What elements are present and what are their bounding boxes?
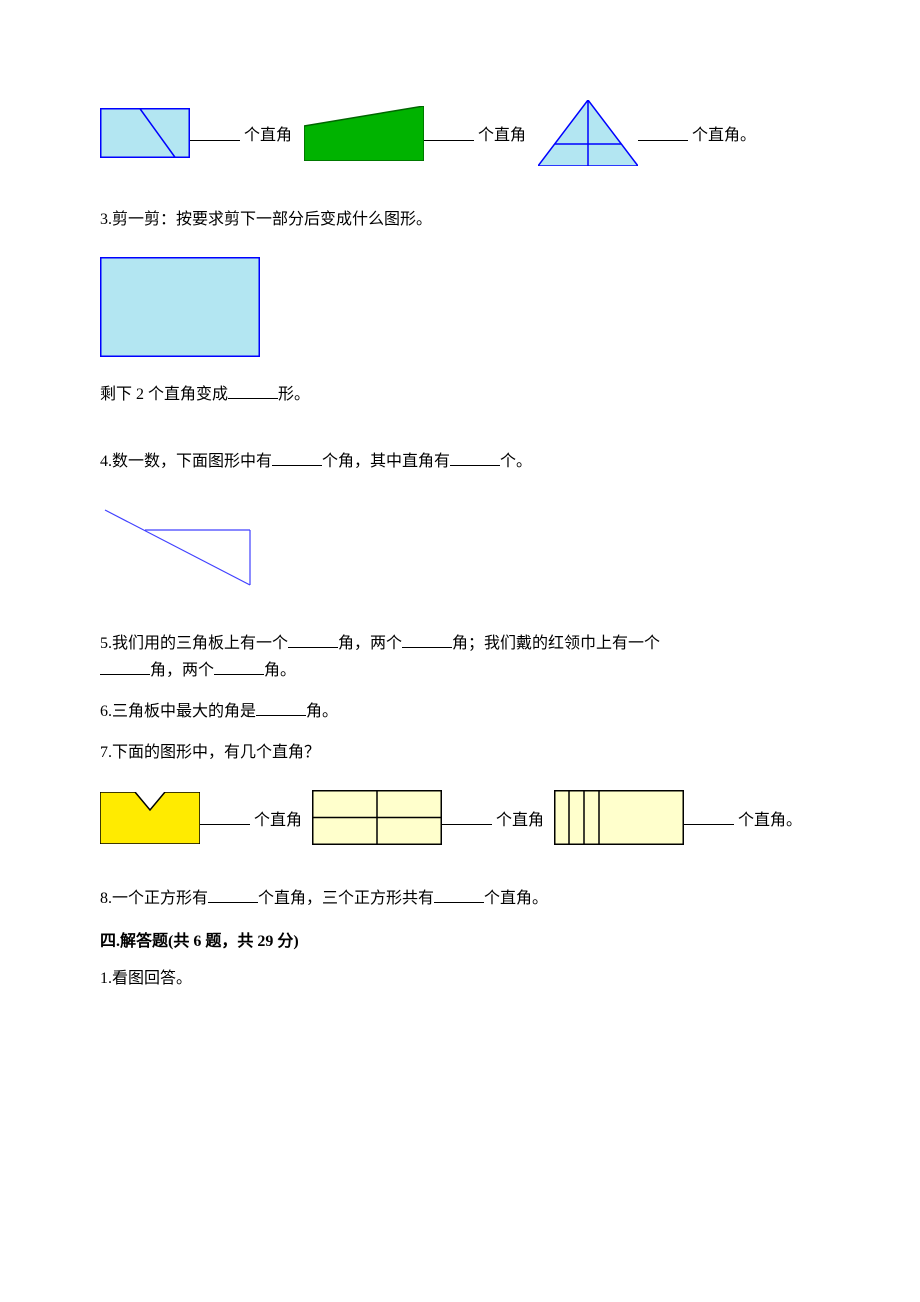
- text: 角；我们戴的红领巾上有一个: [452, 635, 660, 652]
- blank: [200, 810, 250, 825]
- shape-rectangle-with-diagonal: [100, 108, 190, 158]
- blank: [214, 660, 264, 675]
- blank: [208, 888, 258, 903]
- label-right-angle: 个直角: [254, 806, 302, 830]
- text: 角。: [306, 703, 338, 720]
- text: 剩下 2 个直角变成: [100, 386, 228, 403]
- shape-trapezoid: [304, 106, 424, 161]
- q8-line: 8.一个正方形有 个直角，三个正方形共有 个直角。: [100, 885, 820, 912]
- q3-heading: 3.剪一剪：按要求剪下一部分后变成什么图形。: [100, 206, 820, 233]
- q3-line: 剩下 2 个直角变成 形。: [100, 381, 820, 408]
- text: 角。: [264, 662, 296, 679]
- q3-figure: [100, 257, 820, 357]
- label-right-angle: 个直角。: [738, 806, 802, 830]
- q6-line: 6.三角板中最大的角是 角。: [100, 698, 820, 725]
- label-right-angle: 个直角。: [692, 121, 756, 145]
- text: 6.三角板中最大的角是: [100, 703, 256, 720]
- blank: [424, 126, 474, 141]
- shape-rectangle: [100, 257, 260, 357]
- shape-rect-quadrants: [312, 790, 442, 845]
- blank: [684, 810, 734, 825]
- blank: [450, 451, 500, 466]
- text: 4.数一数，下面图形中有: [100, 453, 272, 470]
- s4q1-text: 1.看图回答。: [100, 965, 820, 992]
- label-right-angle: 个直角: [478, 121, 526, 145]
- text: 形。: [278, 386, 310, 403]
- shape-rect-3vlines: [554, 790, 684, 845]
- row-right-angles-2: 个直角 个直角 个直角。: [100, 790, 820, 845]
- text: 个直角，三个正方形共有: [258, 890, 434, 907]
- blank: [402, 633, 452, 648]
- q5-line: 5.我们用的三角板上有一个角，两个角；我们戴的红领巾上有一个 角，两个角。: [100, 630, 820, 684]
- shape-notched-rectangle: [100, 792, 200, 844]
- blank: [190, 126, 240, 141]
- text: 个角，其中直角有: [322, 453, 450, 470]
- text: 角，两个: [338, 635, 402, 652]
- q4-line: 4.数一数，下面图形中有 个角，其中直角有 个。: [100, 448, 820, 475]
- blank: [442, 810, 492, 825]
- blank: [434, 888, 484, 903]
- label-right-angle: 个直角: [496, 806, 544, 830]
- blank: [256, 701, 306, 716]
- text: 个直角。: [484, 890, 548, 907]
- row-right-angles-1: 个直角 个直角 个直角。: [100, 100, 820, 166]
- text: 个。: [500, 453, 532, 470]
- label-right-angle: 个直角: [244, 121, 292, 145]
- blank: [272, 451, 322, 466]
- blank: [638, 126, 688, 141]
- blank: [228, 384, 278, 399]
- shape-angle-lines: [100, 500, 260, 590]
- text: 8.一个正方形有: [100, 890, 208, 907]
- blank: [288, 633, 338, 648]
- text: 角，两个: [150, 662, 214, 679]
- blank: [100, 660, 150, 675]
- q4-figure: [100, 500, 820, 590]
- q7-heading: 7.下面的图形中，有几个直角？: [100, 739, 820, 766]
- section-4-title: 四.解答题(共 6 题，共 29 分): [100, 927, 820, 951]
- text: 5.我们用的三角板上有一个: [100, 635, 288, 652]
- page: 个直角 个直角 个直角。 3.剪一剪：按要求剪下一部分后变成什么图形。 剩下 2…: [0, 0, 920, 1066]
- shape-triangle-with-median: [538, 100, 638, 166]
